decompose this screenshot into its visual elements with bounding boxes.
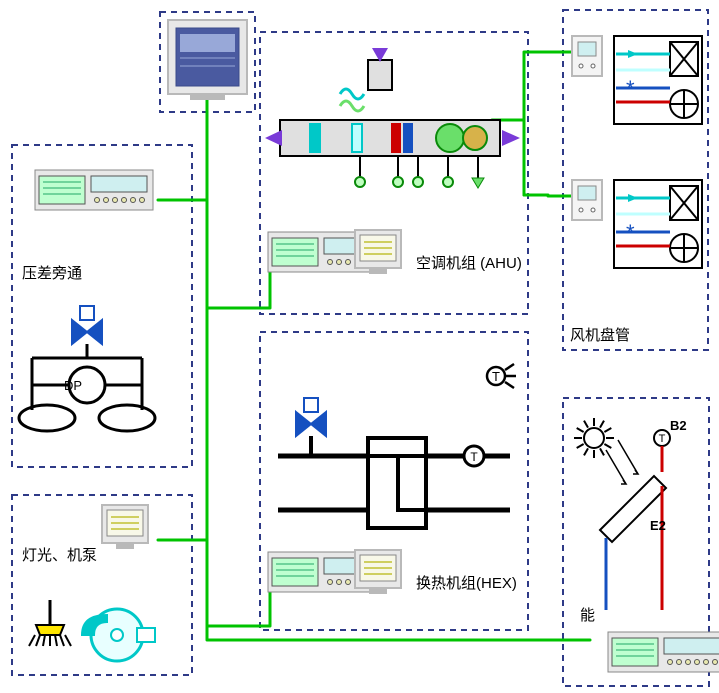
annotation: E2 (650, 518, 666, 533)
svg-text:T: T (492, 369, 500, 384)
svg-text:T: T (659, 433, 666, 445)
annotation: DP (64, 378, 82, 393)
svg-text:T: T (470, 450, 478, 464)
group-label: 空调机组 (AHU) (416, 255, 522, 272)
bus-segment (207, 590, 270, 626)
annotation: B2 (670, 418, 687, 433)
group-label: 压差旁通 (22, 265, 82, 282)
svg-text:*: * (626, 220, 635, 245)
group-label: 灯光、机泵 (22, 547, 97, 564)
group-label: 能 (580, 607, 595, 624)
svg-text:*: * (626, 76, 635, 101)
group-label: 风机盘管 (570, 326, 630, 344)
group-label: 换热机组(HEX) (416, 575, 517, 592)
